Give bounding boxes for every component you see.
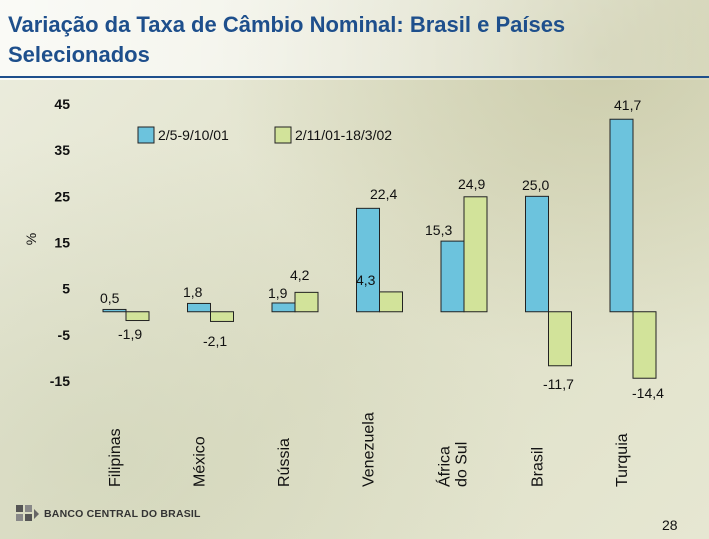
bar [440, 240, 465, 313]
bar [463, 196, 488, 313]
bar [102, 308, 127, 313]
y-tick-label: -5 [58, 327, 71, 343]
bank-logo-text: BANCO CENTRAL DO BRASIL [44, 508, 201, 520]
data-label: 0,5 [100, 290, 120, 306]
y-tick-label: 35 [54, 142, 70, 158]
title-rule [0, 76, 709, 78]
legend-swatch [137, 126, 155, 144]
data-label: -1,9 [118, 326, 142, 342]
data-label: 1,8 [183, 284, 203, 300]
data-label: 22,4 [370, 186, 397, 202]
bar [271, 302, 296, 313]
x-tick-label: Brasil [530, 447, 547, 487]
y-tick-label: 5 [62, 281, 70, 297]
data-label: -11,7 [543, 376, 574, 392]
x-tick-label: África do Sul [435, 442, 471, 487]
bar [187, 302, 211, 313]
bank-logo-icon [16, 505, 39, 521]
x-tick-label: Rússia [276, 438, 293, 487]
data-label: 24,9 [458, 176, 485, 192]
bar [379, 291, 403, 313]
x-tick-label: Turquia [614, 433, 631, 487]
page-title: Variação da Taxa de Câmbio Nominal: Bras… [8, 12, 566, 67]
y-tick-label: 15 [54, 235, 70, 251]
bar [294, 291, 319, 313]
bank-logo: BANCO CENTRAL DO BRASIL [14, 503, 201, 525]
data-label: -14,4 [632, 385, 664, 401]
y-tick-label: -15 [50, 373, 70, 389]
title-band [0, 0, 709, 80]
bar [356, 207, 380, 313]
x-tick-label: Venezuela [361, 412, 378, 487]
legend-label: 2/5-9/10/01 [158, 127, 229, 143]
x-tick-label: México [192, 436, 209, 487]
bar [548, 311, 572, 367]
bar [210, 311, 234, 322]
svg-text:Venezuela: Venezuela [361, 412, 378, 487]
svg-text:México: México [192, 436, 209, 487]
x-tick-label: Filipinas [107, 428, 124, 487]
data-label: 41,7 [614, 97, 641, 113]
svg-text:África: África [435, 446, 454, 487]
svg-text:Rússia: Rússia [276, 438, 293, 487]
svg-text:Turquia: Turquia [614, 433, 631, 487]
legend-swatch [274, 126, 292, 144]
data-label: -2,1 [203, 333, 227, 349]
legend-label: 2/11/01-18/3/02 [295, 127, 392, 143]
bar [609, 118, 634, 313]
page-number: 28 [662, 517, 678, 533]
bar [525, 195, 549, 313]
y-tick-label: 45 [54, 96, 70, 112]
bar [125, 311, 150, 322]
y-axis-label: % [23, 233, 39, 245]
bar [632, 311, 657, 379]
data-label: 25,0 [522, 177, 549, 193]
data-label: 1,9 [268, 285, 288, 301]
data-label: 4,3 [356, 272, 376, 288]
svg-text:do Sul: do Sul [454, 442, 471, 487]
data-label: 15,3 [425, 222, 452, 238]
svg-text:Filipinas: Filipinas [107, 428, 124, 487]
svg-text:Brasil: Brasil [530, 447, 547, 487]
y-tick-label: 25 [54, 188, 70, 204]
data-label: 4,2 [290, 267, 310, 283]
